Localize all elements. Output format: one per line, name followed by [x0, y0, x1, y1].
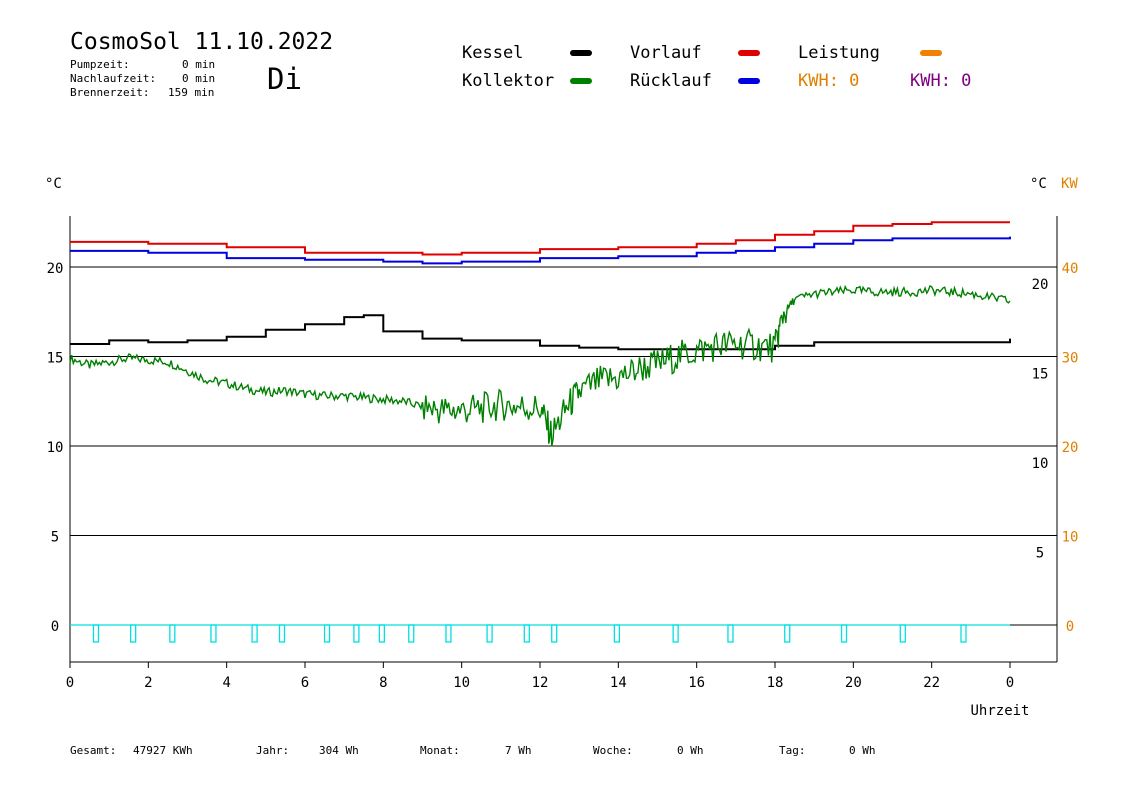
y-right-kw-tick-label: 40 [1062, 261, 1079, 277]
footer-monat-value: 7 Wh [505, 744, 532, 757]
pump-pulse [92, 624, 100, 643]
pump-pulse [613, 624, 621, 643]
right-axis-unit-c: °C [1030, 176, 1047, 192]
y-right-kw-tick-label: 0 [1066, 619, 1074, 635]
legend-kessel-label: Kessel [462, 43, 524, 63]
x-tick-label: 8 [379, 675, 387, 691]
pump-pulse [251, 624, 258, 643]
afterrun-time-value: 0 min [182, 72, 216, 85]
footer-gesamt-value: 47927 KWh [133, 744, 193, 757]
footer-jahr-value: 304 Wh [319, 744, 359, 757]
pump-pulse [486, 624, 493, 643]
x-axis-label: Uhrzeit [970, 703, 1029, 719]
pump-pulse [899, 624, 906, 643]
pump-pulse [960, 624, 967, 643]
legend-vorlauf-label: Vorlauf [630, 43, 702, 63]
series-line-kollektor [69, 284, 1011, 447]
pump-pulse [130, 624, 137, 643]
x-tick-label: 14 [610, 675, 627, 691]
x-tick-label: 4 [222, 675, 230, 691]
left-axis-unit: °C [45, 176, 62, 192]
series-line-kessel [70, 314, 1011, 351]
footer-gesamt-label: Gesamt: [70, 744, 117, 757]
pump-pulse [408, 624, 415, 643]
x-tick-label: 22 [923, 675, 940, 691]
pump-pulse [353, 624, 360, 643]
burner-time-value: 159 min [168, 86, 215, 99]
x-tick-label: 16 [688, 675, 705, 691]
y-right-c-tick-label: 20 [1032, 277, 1049, 293]
pump-pulse [523, 624, 530, 643]
x-tick-label: 0 [66, 675, 74, 691]
y-left-tick-label: 10 [47, 440, 64, 456]
pump-time-label: Pumpzeit: [70, 58, 130, 71]
y-right-kw-tick-label: 30 [1062, 351, 1079, 367]
y-right-kw-tick-label: 20 [1062, 440, 1079, 456]
y-left-tick-label: 5 [51, 530, 59, 546]
pump-pulse [672, 624, 679, 643]
pump-time-value: 0 min [182, 58, 216, 71]
x-tick-label: 20 [845, 675, 862, 691]
pump-pulse [727, 624, 734, 643]
pump-pulse [840, 624, 848, 643]
x-tick-label: 12 [532, 675, 549, 691]
y-left-tick-label: 15 [47, 351, 64, 367]
footer-tag-label: Tag: [779, 744, 806, 757]
y-left-tick-label: 20 [47, 261, 64, 277]
pump-pulse [169, 624, 176, 643]
afterrun-time-label: Nachlaufzeit: [70, 72, 157, 85]
footer-tag-value: 0 Wh [849, 744, 876, 757]
pump-pulse [378, 624, 386, 643]
footer-jahr-label: Jahr: [256, 744, 290, 757]
footer-woche-value: 0 Wh [677, 744, 704, 757]
chart-title: CosmoSol 11.10.2022 [70, 29, 334, 55]
series-line-vorlauf [70, 221, 1010, 256]
legend-ruecklauf-label: Rücklauf [630, 71, 712, 91]
legend-kwh-purple: KWH: 0 [910, 71, 972, 91]
pump-pulse [323, 624, 331, 643]
x-tick-label: 10 [453, 675, 470, 691]
y-right-c-tick-label: 15 [1032, 367, 1049, 383]
pump-pulse [278, 624, 286, 643]
pump-pulse [784, 624, 791, 643]
x-tick-label: 6 [301, 675, 309, 691]
footer-woche-label: Woche: [593, 744, 633, 757]
x-tick-label: 0 [1006, 675, 1014, 691]
y-right-kw-tick-label: 10 [1062, 530, 1079, 546]
footer-monat-label: Monat: [420, 744, 460, 757]
right-axis-unit-kw: KW [1061, 176, 1078, 192]
x-tick-label: 2 [144, 675, 152, 691]
legend-kwh-orange: KWH: 0 [798, 71, 860, 91]
legend-kollektor-label: Kollektor [462, 71, 555, 91]
series-line-ruecklauf [70, 236, 1011, 265]
day-label: Di [267, 62, 302, 96]
y-right-c-tick-label: 5 [1036, 546, 1044, 562]
y-left-tick-label: 0 [51, 619, 59, 635]
burner-time-label: Brennerzeit: [70, 86, 150, 99]
pump-pulse [445, 624, 452, 643]
pump-pulse [551, 624, 558, 643]
x-tick-label: 18 [767, 675, 784, 691]
legend-leistung-label: Leistung [798, 43, 880, 63]
pump-pulse [210, 624, 217, 643]
y-right-c-tick-label: 10 [1032, 456, 1049, 472]
